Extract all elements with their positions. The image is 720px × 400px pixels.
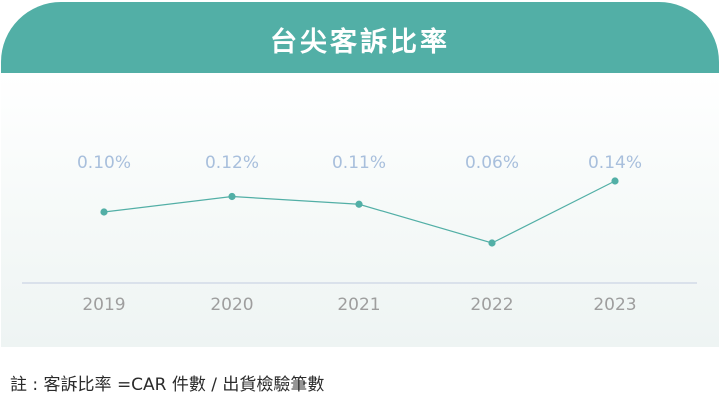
x-tick-label: 2019 bbox=[82, 295, 125, 315]
data-point bbox=[228, 192, 236, 201]
data-point bbox=[488, 239, 496, 247]
data-label: 0.10% bbox=[77, 153, 131, 173]
chart-footnote: 註 : 客訴比率 =CAR 件數 / 出貨檢驗筆數 bbox=[10, 375, 325, 395]
chart-title: 台尖客訴比率 bbox=[270, 27, 450, 58]
x-tick-label: 2023 bbox=[593, 295, 636, 315]
data-point bbox=[611, 177, 619, 185]
chart-header: 台尖客訴比率 bbox=[1, 2, 719, 73]
data-label: 0.12% bbox=[205, 153, 259, 173]
data-label: 0.06% bbox=[465, 153, 519, 173]
data-point bbox=[355, 200, 363, 208]
x-tick-label: 2020 bbox=[210, 295, 253, 315]
data-label: 0.11% bbox=[332, 153, 386, 173]
data-point bbox=[100, 208, 108, 216]
series-line bbox=[103, 180, 616, 244]
x-tick-label: 2021 bbox=[337, 295, 380, 315]
x-tick-label: 2022 bbox=[470, 295, 513, 315]
data-label: 0.14% bbox=[588, 153, 642, 173]
